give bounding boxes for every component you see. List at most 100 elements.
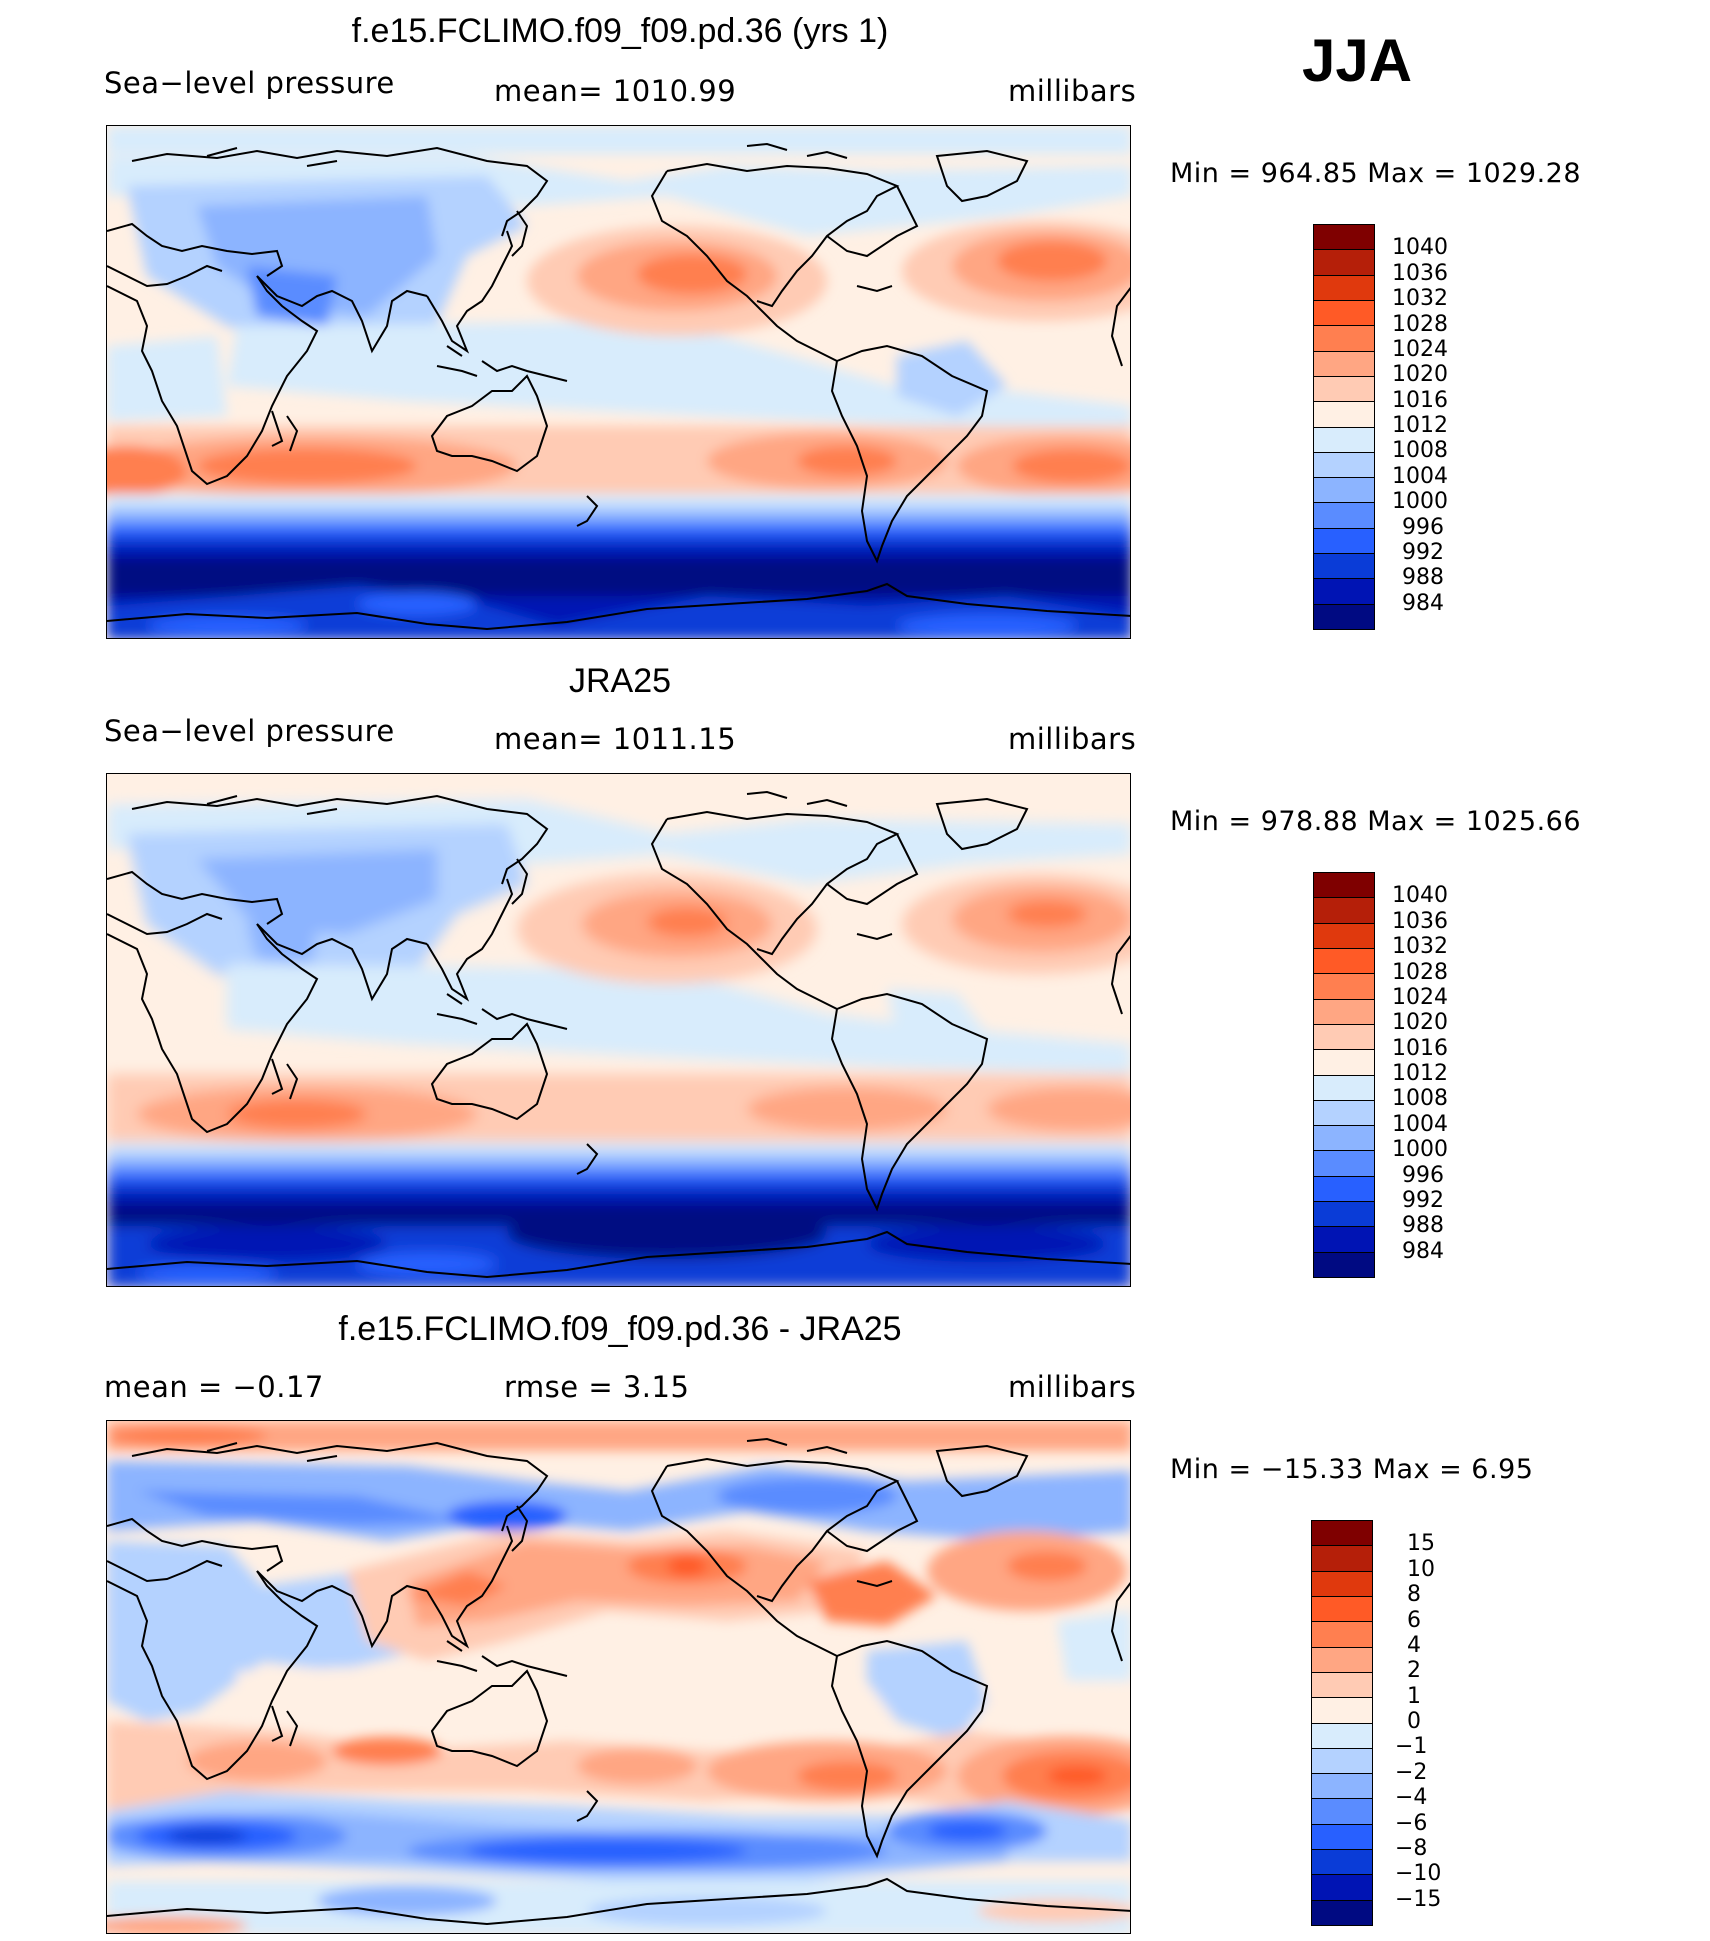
colorbar-tick-label: 1040 bbox=[1392, 883, 1448, 909]
colorbar-tick-label: 8 bbox=[1407, 1582, 1421, 1608]
colorbar-swatch bbox=[1314, 326, 1374, 352]
colorbar-tick-label: 984 bbox=[1402, 590, 1444, 616]
colorbar-swatch bbox=[1314, 376, 1374, 403]
colorbar-tick-label: 992 bbox=[1402, 539, 1444, 565]
colorbar-swatch bbox=[1314, 528, 1374, 555]
colorbar-swatch bbox=[1312, 1900, 1372, 1925]
colorbar-swatch bbox=[1314, 351, 1374, 377]
panel-2-colorbar bbox=[1313, 872, 1375, 1278]
colorbar-swatch bbox=[1314, 579, 1374, 605]
colorbar-swatch bbox=[1314, 923, 1374, 949]
colorbar-tick-label: 996 bbox=[1402, 1162, 1444, 1188]
colorbar-tick-label: 996 bbox=[1402, 514, 1444, 540]
colorbar-swatch bbox=[1314, 1202, 1374, 1228]
colorbar-tick-label: 4 bbox=[1407, 1632, 1421, 1658]
colorbar-tick-label: 984 bbox=[1402, 1238, 1444, 1264]
colorbar-swatch bbox=[1314, 1075, 1374, 1101]
colorbar-tick-label: 1032 bbox=[1392, 934, 1448, 960]
panel-2-map bbox=[106, 773, 1131, 1287]
colorbar-swatch bbox=[1312, 1748, 1372, 1775]
colorbar-tick-label: 1020 bbox=[1392, 1010, 1448, 1036]
colorbar-swatch bbox=[1312, 1622, 1372, 1648]
colorbar-tick-label: 2 bbox=[1407, 1658, 1421, 1684]
colorbar-tick-label: 1036 bbox=[1392, 908, 1448, 934]
colorbar-swatch bbox=[1312, 1824, 1372, 1851]
colorbar-tick-label: 1 bbox=[1407, 1683, 1421, 1709]
colorbar-swatch bbox=[1312, 1723, 1372, 1749]
colorbar-swatch bbox=[1314, 427, 1374, 453]
colorbar-swatch bbox=[1314, 898, 1374, 924]
colorbar-tick-label: 988 bbox=[1402, 565, 1444, 591]
colorbar-swatch bbox=[1314, 300, 1374, 327]
colorbar-tick-label: 988 bbox=[1402, 1213, 1444, 1239]
colorbar-swatch bbox=[1312, 1672, 1372, 1699]
colorbar-swatch bbox=[1314, 1227, 1374, 1253]
colorbar-tick-label: −2 bbox=[1395, 1759, 1428, 1785]
colorbar-tick-label: 15 bbox=[1407, 1531, 1435, 1557]
colorbar-swatch bbox=[1314, 948, 1374, 975]
colorbar-swatch bbox=[1314, 1176, 1374, 1203]
colorbar-swatch bbox=[1312, 1799, 1372, 1825]
colorbar-swatch bbox=[1312, 1774, 1372, 1800]
colorbar-tick-label: 1004 bbox=[1392, 1111, 1448, 1137]
panel-1-variable-label: Sea−level pressure bbox=[104, 66, 395, 100]
colorbar-tick-label: 1000 bbox=[1392, 1137, 1448, 1163]
panel-1-colorbar-labels: 1040 1036 1032 1028 1024 1020 1016 1012 1008 1004… bbox=[1392, 224, 1512, 630]
colorbar-tick-label: 6 bbox=[1407, 1607, 1421, 1633]
season-label: JJA bbox=[1302, 27, 1413, 94]
panel-3-rmse-label: rmse = 3.15 bbox=[504, 1370, 690, 1404]
panel-1-colorbar bbox=[1313, 224, 1375, 630]
panel-3-colorbar bbox=[1311, 1520, 1373, 1926]
colorbar-swatch bbox=[1314, 478, 1374, 504]
colorbar-tick-label: 1024 bbox=[1392, 336, 1448, 362]
panel-1-minmax: Min = 964.85 Max = 1029.28 bbox=[1170, 158, 1582, 189]
colorbar-swatch bbox=[1314, 250, 1374, 276]
panel-2-units-label: millibars bbox=[1008, 722, 1137, 756]
colorbar-tick-label: −15 bbox=[1395, 1886, 1442, 1912]
colorbar-swatch bbox=[1314, 999, 1374, 1025]
colorbar-tick-label: 0 bbox=[1407, 1709, 1421, 1734]
colorbar-tick-label: 1028 bbox=[1392, 311, 1448, 337]
colorbar-swatch bbox=[1312, 1850, 1372, 1876]
panel-3-map-svg bbox=[107, 1421, 1130, 1933]
panel-1-title: f.e15.FCLIMO.f09_f09.pd.36 (yrs 1) bbox=[351, 12, 889, 50]
colorbar-swatch bbox=[1314, 1126, 1374, 1152]
panel-2-colorbar-labels: 1040 1036 1032 1028 1024 1020 1016 1012 1008 1004… bbox=[1392, 872, 1512, 1278]
colorbar-tick-label: 1040 bbox=[1392, 235, 1448, 261]
panel-3-mean-label: mean = −0.17 bbox=[104, 1370, 324, 1404]
colorbar-tick-label: 1028 bbox=[1392, 959, 1448, 985]
panel-3-units-label: millibars bbox=[1008, 1370, 1137, 1404]
colorbar-tick-label: −8 bbox=[1395, 1835, 1428, 1861]
colorbar-swatch bbox=[1314, 1024, 1374, 1051]
colorbar-swatch bbox=[1314, 604, 1374, 629]
colorbar-swatch bbox=[1314, 225, 1374, 251]
colorbar-swatch bbox=[1314, 503, 1374, 529]
panel-3-map bbox=[106, 1420, 1131, 1934]
colorbar-tick-label: 10 bbox=[1407, 1556, 1435, 1582]
colorbar-swatch bbox=[1312, 1698, 1372, 1724]
panel-1-mean-label: mean= 1010.99 bbox=[494, 74, 737, 108]
colorbar-tick-label: 1016 bbox=[1392, 387, 1448, 413]
colorbar-swatch bbox=[1314, 275, 1374, 301]
colorbar-tick-label: 1008 bbox=[1392, 1086, 1448, 1112]
panel-2-minmax: Min = 978.88 Max = 1025.66 bbox=[1170, 806, 1582, 837]
panel-1-map bbox=[106, 125, 1131, 639]
colorbar-tick-label: 1036 bbox=[1392, 260, 1448, 286]
colorbar-tick-label: 1012 bbox=[1392, 413, 1448, 438]
colorbar-swatch bbox=[1314, 1252, 1374, 1277]
colorbar-swatch bbox=[1314, 452, 1374, 479]
colorbar-swatch bbox=[1314, 1100, 1374, 1127]
colorbar-swatch bbox=[1312, 1521, 1372, 1547]
panel-2-map-svg bbox=[107, 774, 1130, 1286]
colorbar-swatch bbox=[1314, 554, 1374, 580]
colorbar-tick-label: −1 bbox=[1395, 1734, 1428, 1760]
colorbar-tick-label: 1032 bbox=[1392, 286, 1448, 312]
panel-1-map-svg bbox=[107, 126, 1130, 638]
colorbar-tick-label: 1012 bbox=[1392, 1061, 1448, 1086]
colorbar-swatch bbox=[1312, 1647, 1372, 1673]
colorbar-tick-label: 1004 bbox=[1392, 463, 1448, 489]
panel-2-mean-label: mean= 1011.15 bbox=[494, 722, 737, 756]
colorbar-tick-label: −4 bbox=[1395, 1785, 1428, 1811]
panel-3-colorbar-labels: 15 10 8 6 4 2 1 0 −1 −2 −4 −6 −8 −10 −15 bbox=[1395, 1520, 1515, 1926]
colorbar-swatch bbox=[1314, 873, 1374, 899]
